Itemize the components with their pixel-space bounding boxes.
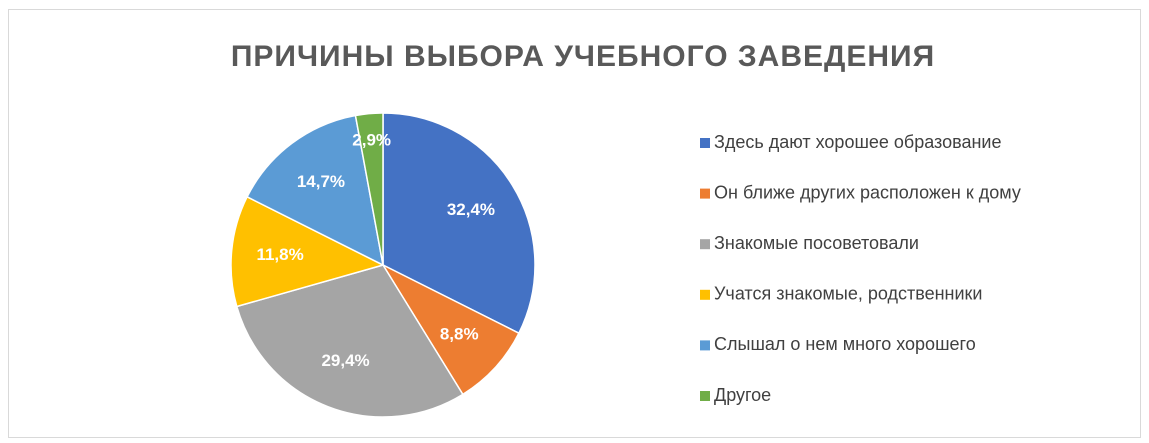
data-label: 8,8% — [440, 324, 479, 343]
pie-slice — [354, 112, 384, 266]
data-label: 32,4% — [447, 200, 495, 219]
pie-slice — [230, 195, 386, 308]
chart-border — [8, 9, 1141, 438]
legend-label: Здесь дают хорошее образование — [714, 132, 1002, 152]
legend-swatch — [700, 138, 710, 148]
data-label: 14,7% — [297, 172, 345, 191]
pie-slice — [235, 264, 464, 418]
pie-slice — [380, 263, 520, 396]
legend-swatch — [700, 340, 710, 351]
legend-swatch — [700, 391, 710, 401]
data-label: 11,8% — [256, 245, 303, 264]
legend-swatch — [700, 188, 710, 199]
legend-label: Слышал о нем много хорошего — [714, 334, 976, 354]
legend-label: Знакомые посоветовали — [714, 233, 919, 253]
legend-swatch — [700, 239, 710, 250]
pie-slice — [246, 114, 385, 267]
legend-label: Другое — [714, 385, 771, 405]
chart-title: ПРИЧИНЫ ВЫБОРА УЧЕБНОГО ЗАВЕДЕНИЯ — [231, 40, 935, 73]
legend-swatch — [700, 289, 710, 300]
pie-slice — [382, 112, 536, 335]
legend-label: Он ближе других расположен к дому — [714, 182, 1021, 202]
legend-label: Учатся знакомые, родственники — [714, 284, 982, 304]
data-label: 29,4% — [321, 351, 369, 370]
data-label: 2,9% — [352, 130, 391, 149]
